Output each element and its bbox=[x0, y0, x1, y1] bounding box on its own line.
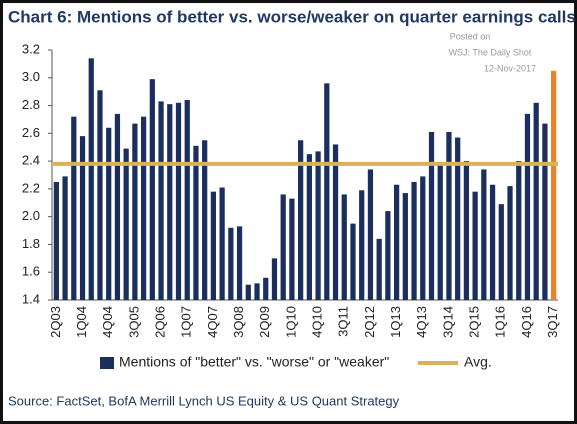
bar bbox=[97, 90, 103, 301]
bar bbox=[437, 163, 443, 300]
bar bbox=[402, 193, 408, 300]
bar bbox=[516, 161, 522, 300]
bar bbox=[202, 140, 208, 300]
bar bbox=[385, 211, 391, 300]
bar bbox=[489, 184, 496, 300]
y-tick-label: 1.4 bbox=[22, 291, 40, 306]
bar bbox=[123, 148, 129, 300]
x-tick-label: 3Q08 bbox=[231, 306, 246, 338]
bar bbox=[184, 100, 190, 300]
watermark: WSJ: The Daily Shot bbox=[449, 47, 532, 57]
bar bbox=[455, 137, 461, 300]
x-tick-label: 3Q11 bbox=[336, 306, 351, 337]
bar bbox=[236, 226, 243, 300]
y-tick-label: 2.2 bbox=[22, 180, 40, 195]
bar bbox=[428, 131, 435, 300]
bar bbox=[271, 258, 278, 300]
x-tick-label: 1Q16 bbox=[493, 306, 508, 338]
y-tick-label: 2.6 bbox=[22, 125, 40, 140]
x-tick-label: 3Q05 bbox=[126, 306, 141, 338]
bar bbox=[463, 161, 470, 300]
bar bbox=[106, 127, 112, 301]
bar bbox=[420, 176, 426, 300]
bar bbox=[542, 123, 548, 300]
x-tick-label: 3Q14 bbox=[440, 306, 455, 338]
legend-label: Mentions of "better" vs. "worse" or "wea… bbox=[119, 354, 389, 370]
x-tick-label: 1Q04 bbox=[74, 306, 89, 338]
bar bbox=[263, 277, 269, 300]
bar bbox=[298, 140, 304, 300]
bar bbox=[446, 131, 452, 300]
bar bbox=[245, 284, 251, 300]
y-tick-label: 2.4 bbox=[22, 153, 40, 168]
y-tick-label: 1.8 bbox=[22, 236, 40, 251]
bar bbox=[289, 198, 295, 300]
bar bbox=[376, 238, 382, 300]
bar bbox=[341, 194, 347, 300]
bar bbox=[114, 113, 121, 300]
x-tick-label: 2Q12 bbox=[362, 306, 377, 338]
y-tick-label: 3.0 bbox=[22, 69, 40, 84]
bar bbox=[324, 83, 330, 300]
bar bbox=[359, 190, 365, 300]
bar bbox=[551, 70, 557, 300]
x-tick-label: 4Q16 bbox=[519, 306, 534, 338]
bar bbox=[498, 204, 504, 300]
bar bbox=[62, 176, 68, 300]
bar bbox=[367, 169, 374, 300]
bar bbox=[280, 194, 286, 300]
legend-label: Avg. bbox=[464, 354, 492, 370]
x-tick-label: 4Q10 bbox=[310, 306, 325, 338]
bar bbox=[228, 227, 234, 300]
y-tick-label: 2.0 bbox=[22, 208, 40, 223]
bar bbox=[175, 102, 182, 301]
bar bbox=[332, 144, 339, 300]
source: Source: FactSet, BofA Merrill Lynch US E… bbox=[8, 393, 400, 408]
x-tick-label: 1Q13 bbox=[388, 306, 403, 338]
x-tick-label: 3Q17 bbox=[545, 306, 560, 338]
bar bbox=[140, 116, 147, 301]
y-tick-label: 2.8 bbox=[22, 97, 40, 112]
bar bbox=[219, 187, 225, 300]
bar bbox=[158, 101, 164, 300]
x-tick-label: 4Q04 bbox=[100, 306, 115, 338]
x-tick-label: 2Q03 bbox=[48, 306, 63, 338]
bar bbox=[53, 181, 59, 300]
bar bbox=[210, 191, 217, 300]
bar bbox=[533, 102, 539, 301]
x-tick-label: 1Q10 bbox=[283, 306, 298, 338]
x-tick-label: 2Q09 bbox=[257, 306, 272, 338]
y-tick-label: 1.6 bbox=[22, 264, 40, 279]
bar bbox=[481, 169, 487, 300]
bar bbox=[507, 186, 513, 300]
bar bbox=[254, 283, 260, 300]
y-tick-label: 3.2 bbox=[22, 41, 40, 56]
x-tick-label: 2Q06 bbox=[152, 306, 167, 338]
bar bbox=[315, 151, 321, 300]
chart-title: Chart 6: Mentions of better vs. worse/we… bbox=[8, 7, 576, 26]
bar bbox=[193, 145, 199, 300]
bar bbox=[71, 116, 77, 301]
bar bbox=[167, 104, 173, 301]
bar bbox=[79, 136, 86, 300]
bar bbox=[524, 113, 531, 300]
x-tick-label: 2Q15 bbox=[467, 306, 482, 338]
bar bbox=[132, 123, 138, 300]
x-tick-label: 1Q07 bbox=[179, 306, 194, 338]
x-tick-label: 4Q13 bbox=[414, 306, 429, 338]
bar bbox=[88, 58, 94, 301]
bar bbox=[350, 223, 356, 300]
x-tick-label: 4Q07 bbox=[205, 306, 220, 338]
watermark: Posted on bbox=[450, 31, 491, 41]
bar bbox=[411, 181, 417, 300]
bar bbox=[393, 184, 400, 300]
bar bbox=[149, 79, 155, 301]
bar bbox=[306, 154, 312, 300]
watermark: 12-Nov-2017 bbox=[484, 63, 536, 73]
bar bbox=[472, 191, 478, 300]
legend-swatch bbox=[100, 357, 114, 369]
